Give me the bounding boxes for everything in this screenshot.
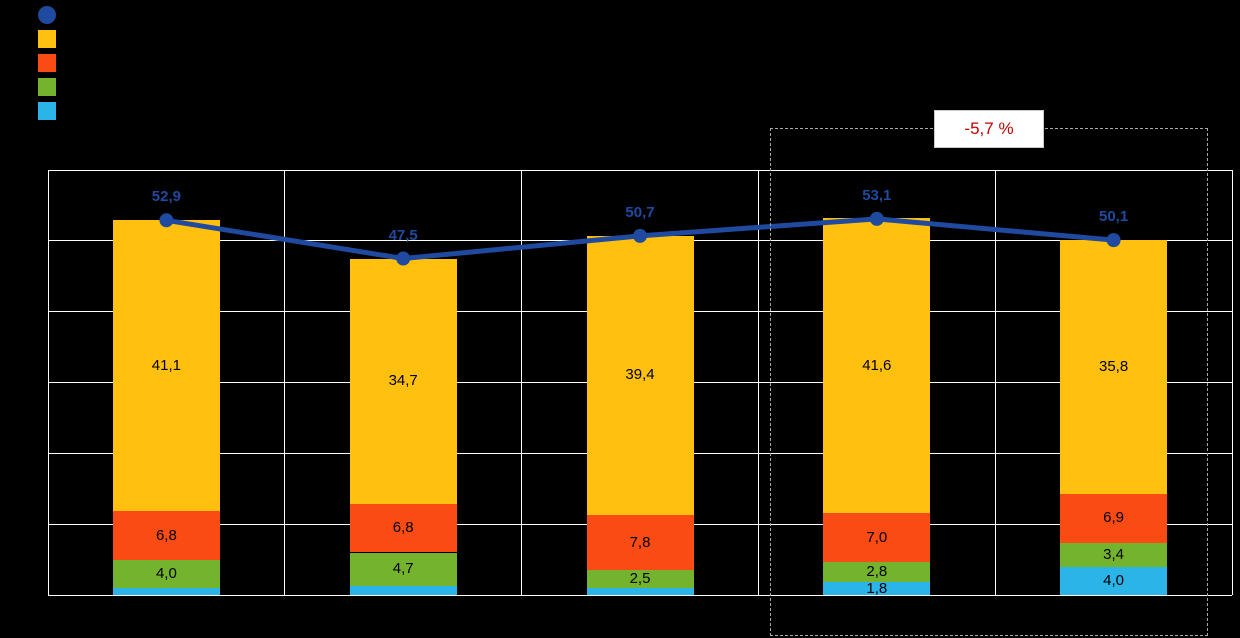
bar-segment-label: 6,8 [392,519,414,537]
bar-segment-label: 6,9 [1103,509,1125,527]
chart-legend [38,6,56,120]
bar-segment-orange-red [586,514,694,571]
total-value-label: 50,7 [625,203,655,221]
bar-segment-cyan [823,582,931,595]
highlight-region-last-two-periods [770,128,1208,636]
bar-segment-label: 6,8 [155,526,177,544]
v-gridline [284,170,286,595]
bar-segment-label: 2,5 [629,570,651,588]
bar-segment-cyan [586,587,694,595]
change-percentage-label: -5,7 % [934,110,1044,148]
v-gridline [521,170,523,595]
bar-segment-orange-red [112,511,220,560]
bar-segment-cyan [112,587,220,595]
total-line-marker [633,228,647,243]
bar-segment-amber [823,218,931,513]
bar-segment-label: 41,1 [151,356,181,374]
bar-segment-green [112,559,220,588]
bar-segment-amber [349,258,457,505]
total-line-marker [159,213,174,228]
bar-segment-label: 41,6 [862,356,892,374]
bar-segment-label: 4,7 [392,560,414,578]
total-value-label: 50,1 [1098,208,1129,226]
total-value-label: 53,1 [862,186,892,204]
bar-segment-amber [112,220,220,512]
total-value-label: 47,5 [388,226,418,244]
bar-segment-green [1060,542,1168,567]
bar-segment-green [823,562,931,583]
bar-segment-label: 34,7 [388,372,418,390]
bar-segment-orange-red [823,512,931,563]
series-amber-legend-marker [38,30,56,48]
series-green-legend-marker [38,78,56,96]
total-line-marker [1106,233,1121,248]
bar-segment-cyan [1060,566,1168,595]
v-gridline [47,170,49,595]
bar-segment-amber [1060,240,1168,494]
total-value-label: 52,9 [151,188,181,206]
bar-segment-label: 3,4 [1103,545,1125,563]
bar-segment-label: 4,0 [155,564,177,582]
bar-segment-label: 35,8 [1098,357,1129,375]
bar-segment-cyan [349,585,457,595]
series-cyan-legend-marker [38,102,56,120]
total-line-legend-marker [38,6,56,24]
bar-segment-label: 2,8 [866,563,888,581]
series-orange-red-legend-marker [38,54,56,72]
bar-segment-amber [586,235,694,515]
total-line-marker [396,251,411,266]
v-gridline [757,170,759,595]
bar-segment-label: 39,4 [625,366,655,384]
bar-segment-orange-red [1060,493,1168,543]
h-gridline [48,594,1232,596]
total-line-marker [869,211,884,226]
bar-segment-green [586,570,694,588]
bar-segment-label: 1,8 [866,579,888,597]
v-gridline [1231,170,1233,595]
bar-segment-label: 7,8 [629,533,651,551]
bar-segment-green [349,552,457,586]
v-gridline [994,170,996,595]
bar-segment-orange-red [349,504,457,553]
h-gridline [48,169,1232,171]
bar-segment-label: 7,0 [866,528,888,546]
bar-segment-label: 4,0 [1103,571,1125,589]
